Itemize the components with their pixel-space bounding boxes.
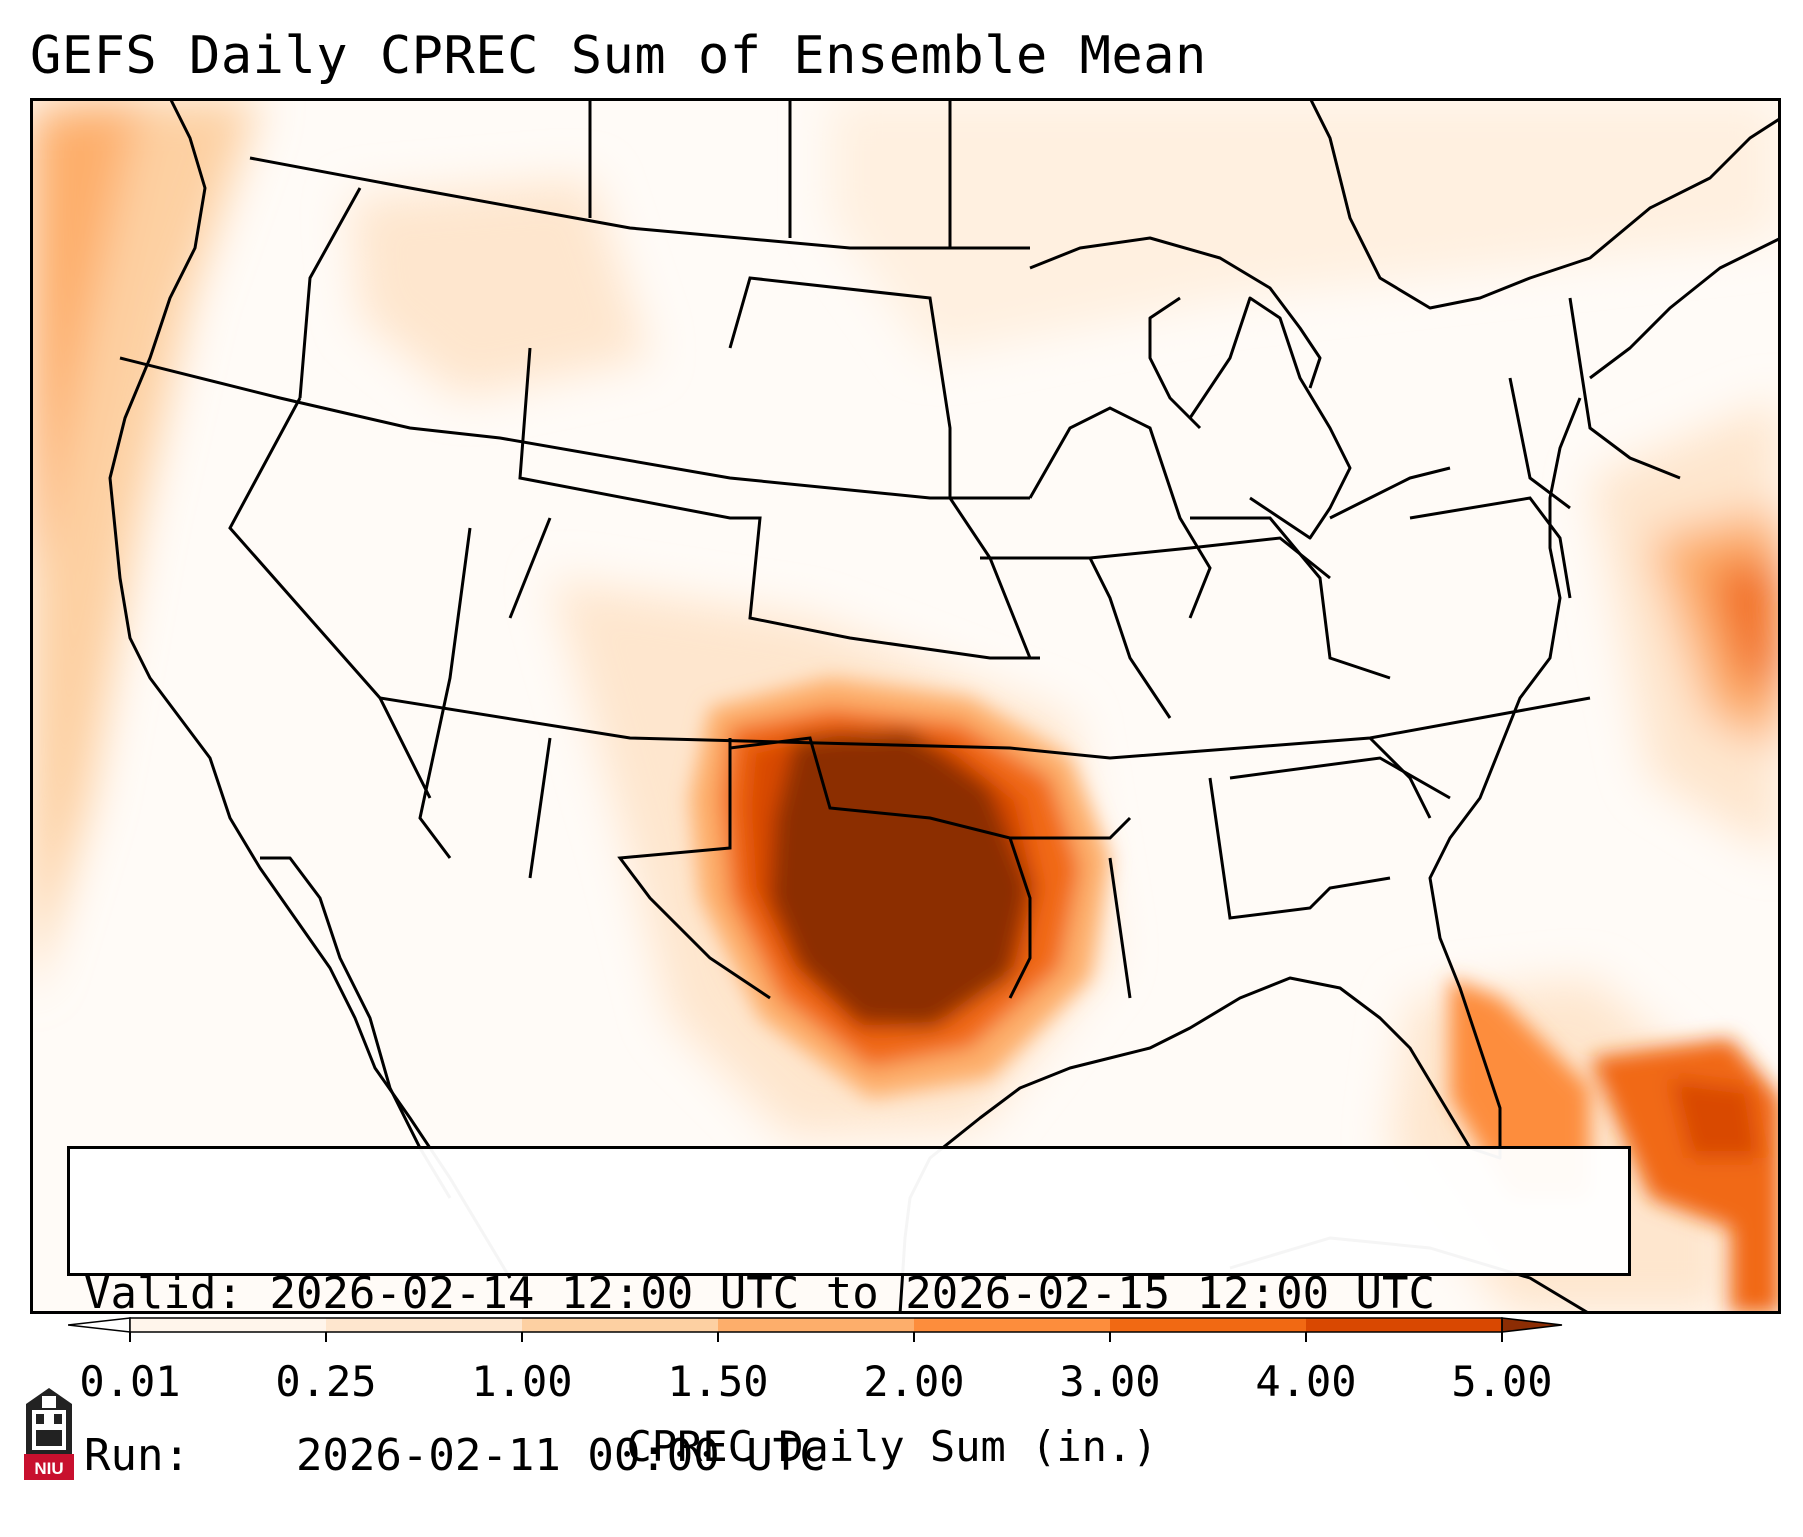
colorbar-tick-label: 3.00 xyxy=(1059,1357,1161,1406)
colorbar-extend-min xyxy=(68,1317,131,1333)
colorbar-tick-label: 0.01 xyxy=(79,1357,181,1406)
run-value: 2026-02-11 00:00 UTC xyxy=(295,1430,826,1481)
precip-map xyxy=(30,98,1781,1314)
state-borders xyxy=(119,98,1681,1000)
colorbar-segment xyxy=(1110,1318,1307,1332)
colorbar-segment xyxy=(522,1318,719,1332)
colorbar-tick-label: 4.00 xyxy=(1255,1357,1357,1406)
colorbar-tick-label: 1.00 xyxy=(471,1357,573,1406)
colorbar xyxy=(68,1317,1563,1342)
valid-run-info: Valid: 2026-02-14 12:00 UTC to 2026-02-1… xyxy=(67,1146,1631,1481)
precip-core xyxy=(690,678,1781,1314)
run-line: Run: 2026-02-11 00:00 UTC xyxy=(84,1429,1614,1483)
logo-text: NIU xyxy=(34,1459,63,1478)
valid-label: Valid: xyxy=(84,1268,243,1319)
colorbar-segment xyxy=(718,1318,915,1332)
valid-value: 2026-02-14 12:00 UTC to 2026-02-15 12:00… xyxy=(269,1268,1436,1319)
colorbar-tick-label: 0.25 xyxy=(275,1357,377,1406)
valid-line: Valid: 2026-02-14 12:00 UTC to 2026-02-1… xyxy=(84,1267,1614,1321)
colorbar-label: CPREC Daily Sum (in.) xyxy=(626,1422,1158,1471)
colorbar-tick-label: 1.50 xyxy=(667,1357,769,1406)
colorbar-segment xyxy=(1306,1318,1503,1332)
colorbar-tick-label: 2.00 xyxy=(863,1357,965,1406)
map-title: GEFS Daily CPREC Sum of Ensemble Mean xyxy=(30,26,1207,86)
colorbar-segment xyxy=(130,1318,327,1332)
colorbar-segment xyxy=(914,1318,1111,1332)
colorbar-segment xyxy=(326,1318,523,1332)
colorbar-extend-max xyxy=(1501,1317,1563,1333)
colorbar-tick-label: 5.00 xyxy=(1451,1357,1553,1406)
niu-tower-logo-icon: NIU xyxy=(24,1388,74,1480)
run-label: Run: xyxy=(84,1430,190,1481)
